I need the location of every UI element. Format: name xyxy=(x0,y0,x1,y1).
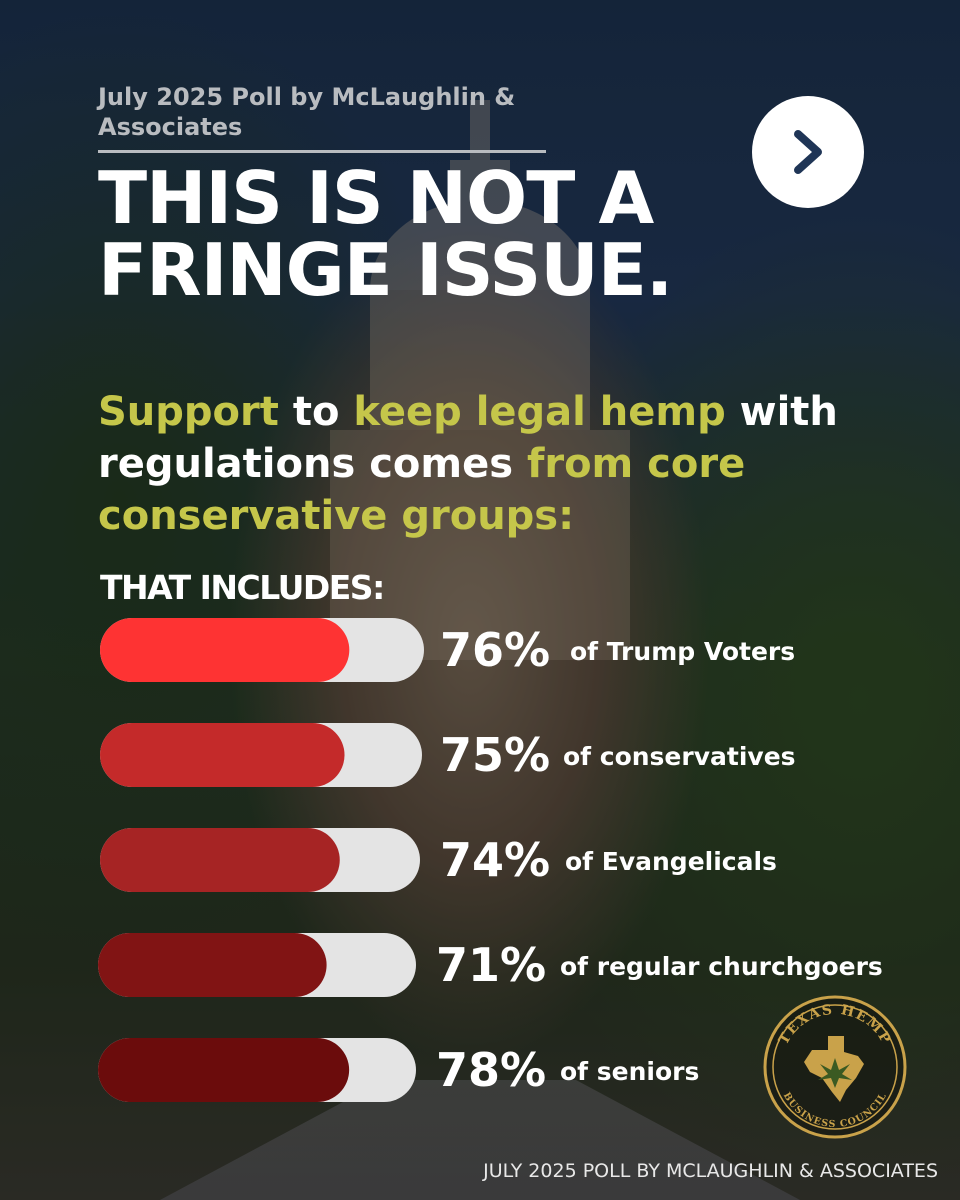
bar-value-label: 71% xyxy=(436,938,546,992)
subheading-part: with regulations comes xyxy=(98,389,838,487)
poll-source-kicker: July 2025 Poll by McLaughlin & Associate… xyxy=(98,83,516,141)
subheading-part: keep legal hemp xyxy=(353,389,726,435)
texas-hemp-business-council-logo: TEXAS HEMP BUSINESS COUNCIL xyxy=(763,995,907,1139)
includes-label: THAT INCLUDES: xyxy=(100,568,385,607)
subheading: Support to keep legal hemp with regulati… xyxy=(98,386,878,542)
footer-source: JULY 2025 POLL BY MCLAUGHLIN & ASSOCIATE… xyxy=(483,1160,938,1182)
bar-value-label: 78% xyxy=(436,1043,546,1097)
subheading-part: to xyxy=(278,389,354,435)
bar-fill xyxy=(98,1038,350,1102)
bar-fill xyxy=(100,723,345,787)
bar-category-label: of Evangelicals xyxy=(565,847,777,876)
bar-value-label: 75% xyxy=(440,728,550,782)
bar-fill xyxy=(98,933,327,997)
bar-category-label: of conservatives xyxy=(563,742,796,771)
bar-category-label: of seniors xyxy=(560,1057,699,1086)
bar-category-label: of Trump Voters xyxy=(570,637,795,666)
bar-value-label: 76% xyxy=(440,623,550,677)
next-slide-button[interactable] xyxy=(752,96,864,208)
divider-line xyxy=(98,150,546,153)
subheading-part: from core conservative groups: xyxy=(98,441,746,539)
bar-category-label: of regular churchgoers xyxy=(560,952,883,981)
bar-fill xyxy=(100,618,350,682)
subheading-part: Support xyxy=(98,389,279,435)
headline: THIS IS NOT A FRINGE ISSUE. xyxy=(98,156,673,312)
bar-value-label: 74% xyxy=(440,833,550,887)
chevron-right-icon xyxy=(794,130,822,174)
bar-fill xyxy=(100,828,340,892)
